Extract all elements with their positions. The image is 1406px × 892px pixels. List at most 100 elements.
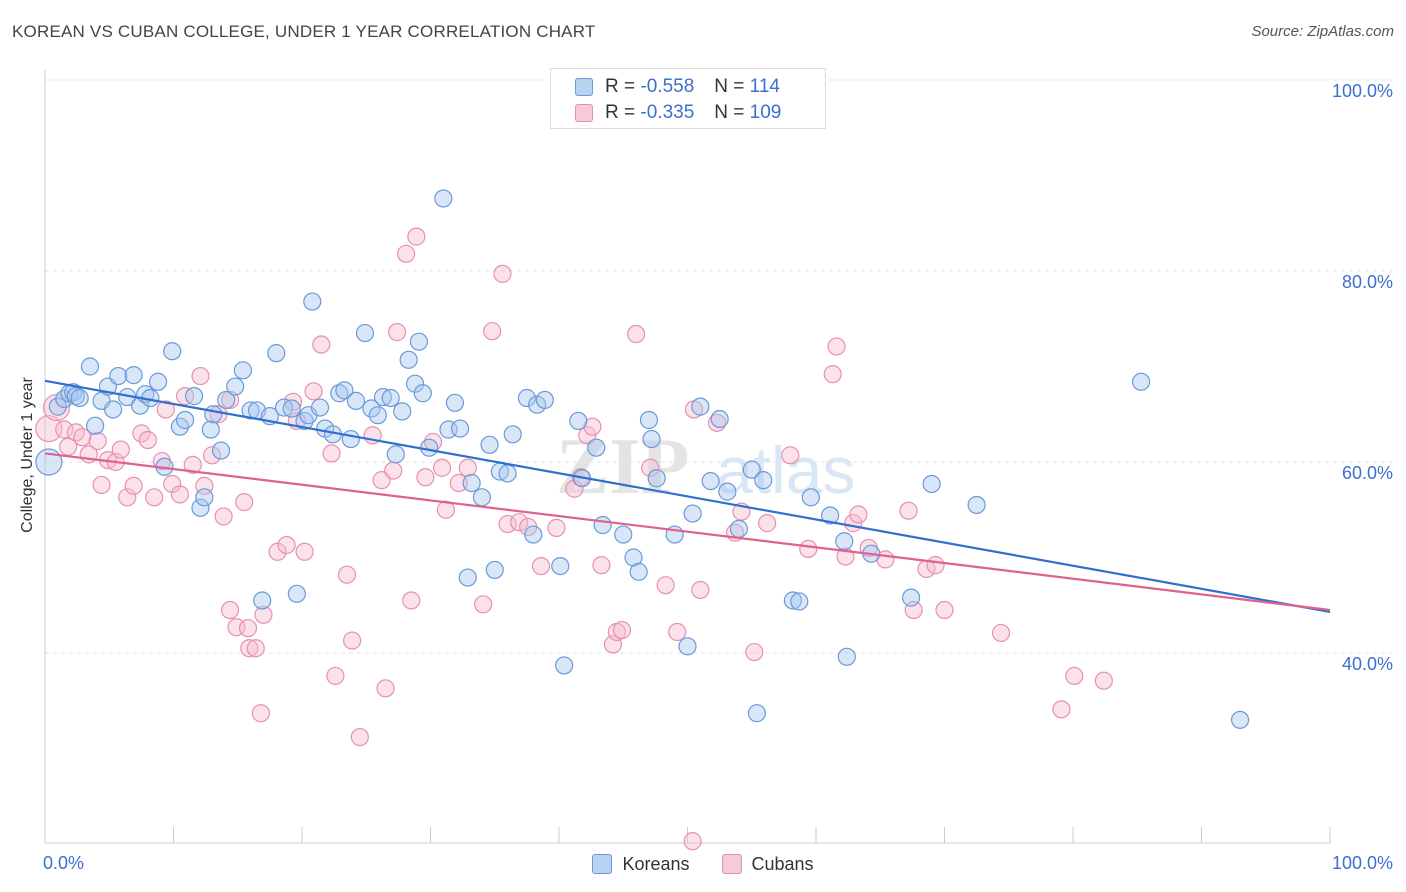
axes xyxy=(44,70,1331,844)
koreans-point xyxy=(226,377,245,396)
cubans-point xyxy=(656,576,675,595)
koreans-point xyxy=(163,342,182,361)
koreans-point xyxy=(70,388,89,408)
cubans-point xyxy=(138,430,157,450)
tick-labels: 40.0% 60.0% 80.0% 100.0% 0.0% 100.0% xyxy=(43,81,1393,873)
cubans-point xyxy=(827,337,846,356)
legend-r-value: -0.335 xyxy=(640,102,695,123)
koreans-legend-label: Koreans xyxy=(622,853,690,874)
koreans-point xyxy=(217,390,236,410)
cubans-point xyxy=(483,322,502,341)
cubans-point xyxy=(823,365,842,384)
koreans-point xyxy=(524,525,543,544)
cubans-point xyxy=(235,493,254,512)
chart-title: KOREAN VS CUBAN COLLEGE, UNDER 1 YEAR CO… xyxy=(12,22,596,41)
koreans-point xyxy=(535,390,554,410)
koreans-point xyxy=(241,401,260,420)
koreans-point xyxy=(148,372,168,391)
cubans-point xyxy=(88,431,107,451)
koreans-point xyxy=(614,525,633,544)
legend-r-label: R = xyxy=(605,102,636,123)
koreans-point xyxy=(201,420,220,439)
svg-text:ZIP: ZIP xyxy=(556,423,689,511)
correlation-legend: R = -0.558 N = 114 R = -0.335 N = 109 xyxy=(550,68,826,129)
koreans-point xyxy=(184,387,204,406)
koreans-point xyxy=(409,332,429,351)
cubans-trend-line xyxy=(44,452,1331,612)
legend-row-cubans: R = -0.335 N = 109 xyxy=(575,102,781,124)
cubans-point xyxy=(1094,671,1113,690)
koreans-point xyxy=(195,488,214,507)
cubans-point xyxy=(432,458,452,477)
series-legend: Koreans Cubans xyxy=(0,852,1406,876)
y-tick-label: 40.0% xyxy=(1342,654,1393,674)
legend-r-value: -0.558 xyxy=(640,76,695,97)
koreans-point xyxy=(362,399,381,418)
cubans-point xyxy=(935,600,954,620)
cubans-point xyxy=(612,620,632,640)
cubans-point xyxy=(1065,666,1084,686)
cubans-point xyxy=(387,323,407,342)
koreans-point xyxy=(498,464,517,483)
cubans-point xyxy=(396,244,416,263)
legend-n-label: N = xyxy=(714,76,745,97)
koreans-point xyxy=(386,445,405,464)
koreans-point xyxy=(701,472,720,491)
koreans-point xyxy=(282,399,301,418)
koreans-point xyxy=(747,704,766,723)
cubans-point xyxy=(183,455,202,474)
cubans-point xyxy=(326,666,345,686)
cubans-point xyxy=(73,428,92,447)
koreans-point xyxy=(191,498,210,517)
koreans-point xyxy=(821,506,840,525)
koreans-point xyxy=(330,384,349,403)
koreans-point xyxy=(729,519,749,538)
cubans-point xyxy=(35,414,63,443)
cubans-point xyxy=(145,488,164,507)
koreans-point xyxy=(783,591,802,610)
koreans-point xyxy=(175,410,195,430)
cubans-point xyxy=(991,623,1011,643)
koreans-point xyxy=(86,416,105,435)
koreans-point xyxy=(555,656,574,675)
koreans-point xyxy=(341,429,360,449)
koreans-point xyxy=(790,592,809,611)
cubans-point xyxy=(254,605,273,624)
koreans-point xyxy=(303,292,322,311)
cubans-point xyxy=(668,622,687,642)
cubans-point xyxy=(304,382,323,401)
cubans-point xyxy=(220,390,240,410)
cubans-point xyxy=(683,832,702,851)
koreans-point xyxy=(355,323,375,343)
cubans-point xyxy=(407,227,426,246)
cubans-point xyxy=(745,642,764,662)
koreans-point xyxy=(593,515,612,535)
cubans-point xyxy=(498,514,517,534)
cubans-point xyxy=(191,366,210,386)
koreans-point xyxy=(274,398,294,417)
koreans-point xyxy=(480,435,499,454)
cubans-point xyxy=(350,727,369,747)
legend-item-cubans[interactable]: Cubans xyxy=(721,853,814,875)
cubans-point xyxy=(202,446,222,465)
koreans-point xyxy=(287,584,306,603)
koreans-point xyxy=(639,410,659,430)
koreans-point xyxy=(742,460,761,479)
koreans-point xyxy=(373,387,393,407)
koreans-point xyxy=(405,374,425,393)
koreans-point xyxy=(450,419,470,438)
koreans-point xyxy=(754,471,773,490)
koreans-point xyxy=(204,405,223,424)
koreans-point xyxy=(503,425,522,444)
legend-r-label: R = xyxy=(605,76,636,97)
legend-item-koreans[interactable]: Koreans xyxy=(592,853,690,875)
cubans-point xyxy=(220,600,240,620)
koreans-point xyxy=(642,429,661,449)
legend-row-koreans: R = -0.558 N = 114 xyxy=(575,76,780,98)
cubans-legend-label: Cubans xyxy=(751,853,814,874)
koreans-point xyxy=(335,381,354,400)
cubans-point xyxy=(132,424,151,443)
cubans-point xyxy=(238,619,258,638)
cubans-point xyxy=(641,458,660,477)
cubans-point xyxy=(214,507,233,526)
